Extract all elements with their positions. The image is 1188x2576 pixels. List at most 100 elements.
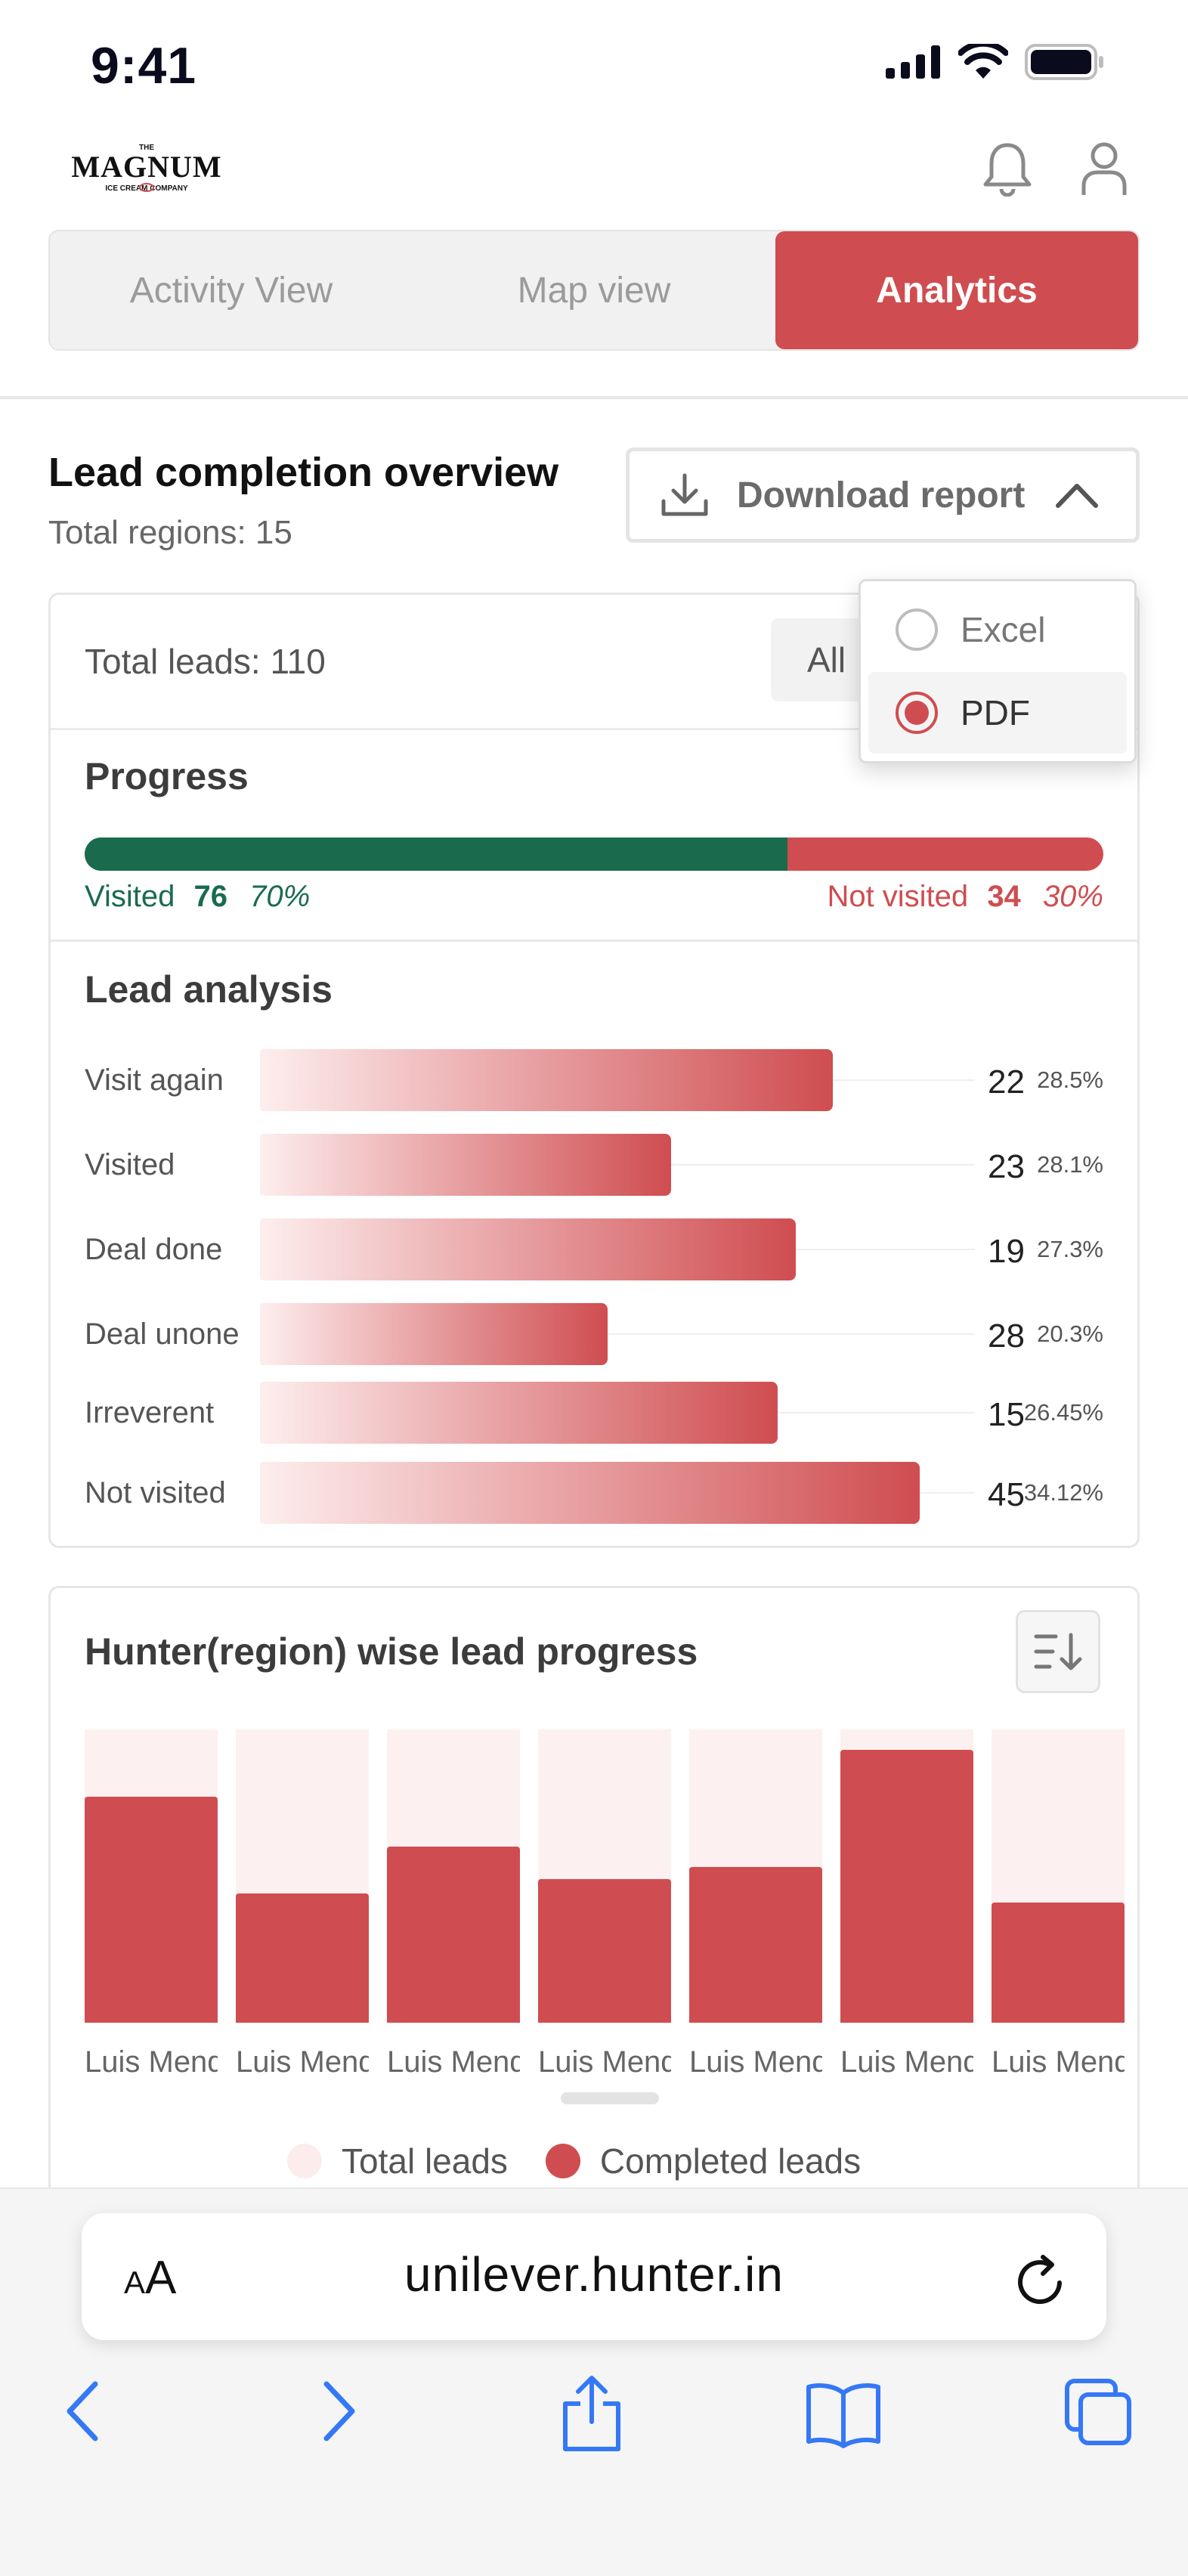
tab-analytics[interactable]: Analytics (775, 231, 1138, 349)
chart-bar-completed (85, 1797, 218, 2023)
chart-bar-total (85, 1729, 218, 2023)
status-icons (886, 44, 1105, 80)
chevron-up-icon (1056, 484, 1099, 508)
chart-category-label: Luis Mend (992, 2045, 1125, 2079)
radio-pdf[interactable] (896, 692, 938, 734)
tab-map-view[interactable]: Map view (517, 270, 671, 311)
visited-summary: Visited 76 70% (85, 880, 310, 914)
legend-total-swatch (287, 2144, 322, 2178)
lead-analysis-count: 23 (988, 1148, 1025, 1185)
chart-bar-completed (236, 1893, 369, 2023)
lead-analysis-percent: 20.3% (1037, 1321, 1103, 1347)
notification-bell-icon[interactable] (981, 141, 1034, 200)
brand-logo: THE MAGNUM ICE CREAM COMPANY (63, 141, 230, 201)
chart-bar-completed (992, 1903, 1125, 2023)
chart-category-label: Luis Mend (689, 2045, 822, 2079)
radio-excel[interactable] (896, 608, 938, 651)
lead-analysis-bar (260, 1049, 833, 1111)
chart-bar-completed (840, 1750, 973, 2023)
chart-bar-total (236, 1729, 369, 2023)
lead-analysis-percent: 34.12% (1023, 1479, 1103, 1506)
lead-filter-select[interactable]: All (771, 618, 869, 701)
chart-scroll-indicator[interactable] (561, 2092, 659, 2104)
lead-analysis-count: 22 (988, 1064, 1025, 1101)
not-visited-summary: Not visited 34 30% (827, 880, 1103, 914)
visited-count: 76 (193, 880, 227, 913)
wifi-icon (958, 44, 1008, 79)
lead-analysis-bar (260, 1134, 671, 1196)
total-leads-text: Total leads: 110 (85, 642, 326, 681)
chart-bar-total (538, 1729, 671, 2023)
share-icon[interactable] (558, 2373, 626, 2457)
download-option-pdf[interactable]: PDF (868, 672, 1127, 754)
lead-analysis-row: Not visited 45 34.12% (85, 1462, 1103, 1524)
download-icon (661, 473, 708, 516)
legend-completed-label: Completed leads (599, 2141, 862, 2181)
lead-analysis-bar (260, 1462, 920, 1524)
not-visited-label: Not visited (827, 880, 969, 913)
overview-title: Lead completion overview (48, 450, 559, 495)
tab-activity-view[interactable]: Activity View (129, 270, 333, 311)
chart-category-label: Luis Mend (236, 2045, 369, 2079)
battery-icon (1025, 44, 1103, 80)
legend-completed-swatch (545, 2144, 580, 2178)
chart-bar-completed (689, 1867, 822, 2023)
lead-analysis-bar (260, 1218, 796, 1280)
text-size-button[interactable]: AA (124, 2251, 176, 2305)
bookmarks-icon[interactable] (804, 2381, 883, 2453)
chart-legend: Total leads Completed leads (287, 2141, 861, 2181)
lead-analysis-count: 28 (988, 1317, 1025, 1355)
lead-analysis-row: Visit again 22 28.5% (85, 1049, 1103, 1111)
tabs-icon[interactable] (1063, 2376, 1135, 2453)
lead-analysis-label: Not visited (85, 1476, 226, 1509)
reload-icon[interactable] (1010, 2249, 1073, 2317)
chart-bar-total (387, 1729, 520, 2023)
download-option-excel[interactable]: Excel (868, 589, 1127, 670)
lead-analysis-row: Visited 23 28.1% (85, 1134, 1103, 1196)
user-profile-icon[interactable] (1079, 141, 1129, 200)
status-time: 9:41 (91, 37, 197, 94)
download-option-pdf-label: PDF (961, 693, 1030, 732)
chart-bar-completed (387, 1847, 520, 2023)
download-report-label: Download report (737, 475, 1026, 516)
hunter-chart-title: Hunter(region) wise lead progress (85, 1630, 698, 1673)
lead-analysis-bar (260, 1382, 778, 1444)
logo-brand-text: MAGNUM (71, 150, 221, 184)
lead-analysis-row: Deal unone 28 20.3% (85, 1303, 1103, 1365)
chart-bar-total (689, 1729, 822, 2023)
lead-analysis-count: 15 (988, 1396, 1025, 1433)
sort-button[interactable] (1016, 1610, 1100, 1693)
chart-category-label: Luis Mend (840, 2045, 973, 2079)
lead-analysis-label: Deal unone (85, 1317, 240, 1351)
cellular-signal-icon (886, 45, 940, 79)
lead-analysis-percent: 28.1% (1037, 1151, 1103, 1178)
view-tabs: Activity View Map view Analytics (48, 230, 1140, 351)
visited-label: Visited (85, 880, 175, 913)
address-bar[interactable] (82, 2213, 1106, 2340)
lead-analysis-row: Deal done 19 27.3% (85, 1218, 1103, 1280)
progress-title: Progress (85, 755, 249, 797)
download-option-excel-label: Excel (961, 610, 1046, 649)
text-size-large-a: A (145, 2252, 177, 2304)
legend-total-label: Total leads (342, 2141, 508, 2181)
download-report-button[interactable]: Download report (626, 447, 1140, 543)
forward-chevron-icon[interactable] (316, 2373, 361, 2453)
sort-descending-icon (1034, 1633, 1082, 1670)
back-chevron-icon[interactable] (60, 2373, 106, 2453)
text-size-small-a: A (124, 2265, 146, 2300)
not-visited-percent: 30% (1042, 880, 1103, 913)
progress-bar (85, 838, 1103, 871)
overview-subtitle: Total regions: 15 (48, 514, 292, 551)
lead-analysis-label: Deal done (85, 1233, 223, 1266)
visited-percent: 70% (249, 880, 311, 913)
header-divider (0, 396, 1188, 399)
lead-analysis-count: 45 (988, 1476, 1025, 1513)
lead-analysis-count: 19 (988, 1233, 1025, 1270)
lead-analysis-row: Irreverent 15 26.45% (85, 1382, 1103, 1444)
lead-analysis-label: Visited (85, 1148, 175, 1181)
url-text[interactable]: unilever.hunter.in (404, 2247, 784, 2302)
not-visited-count: 34 (987, 880, 1021, 913)
chart-category-label: Luis Mend (538, 2045, 671, 2079)
logo-sub-text: ICE CREAM COMPANY (105, 184, 188, 193)
chart-bar-total (992, 1729, 1125, 2023)
